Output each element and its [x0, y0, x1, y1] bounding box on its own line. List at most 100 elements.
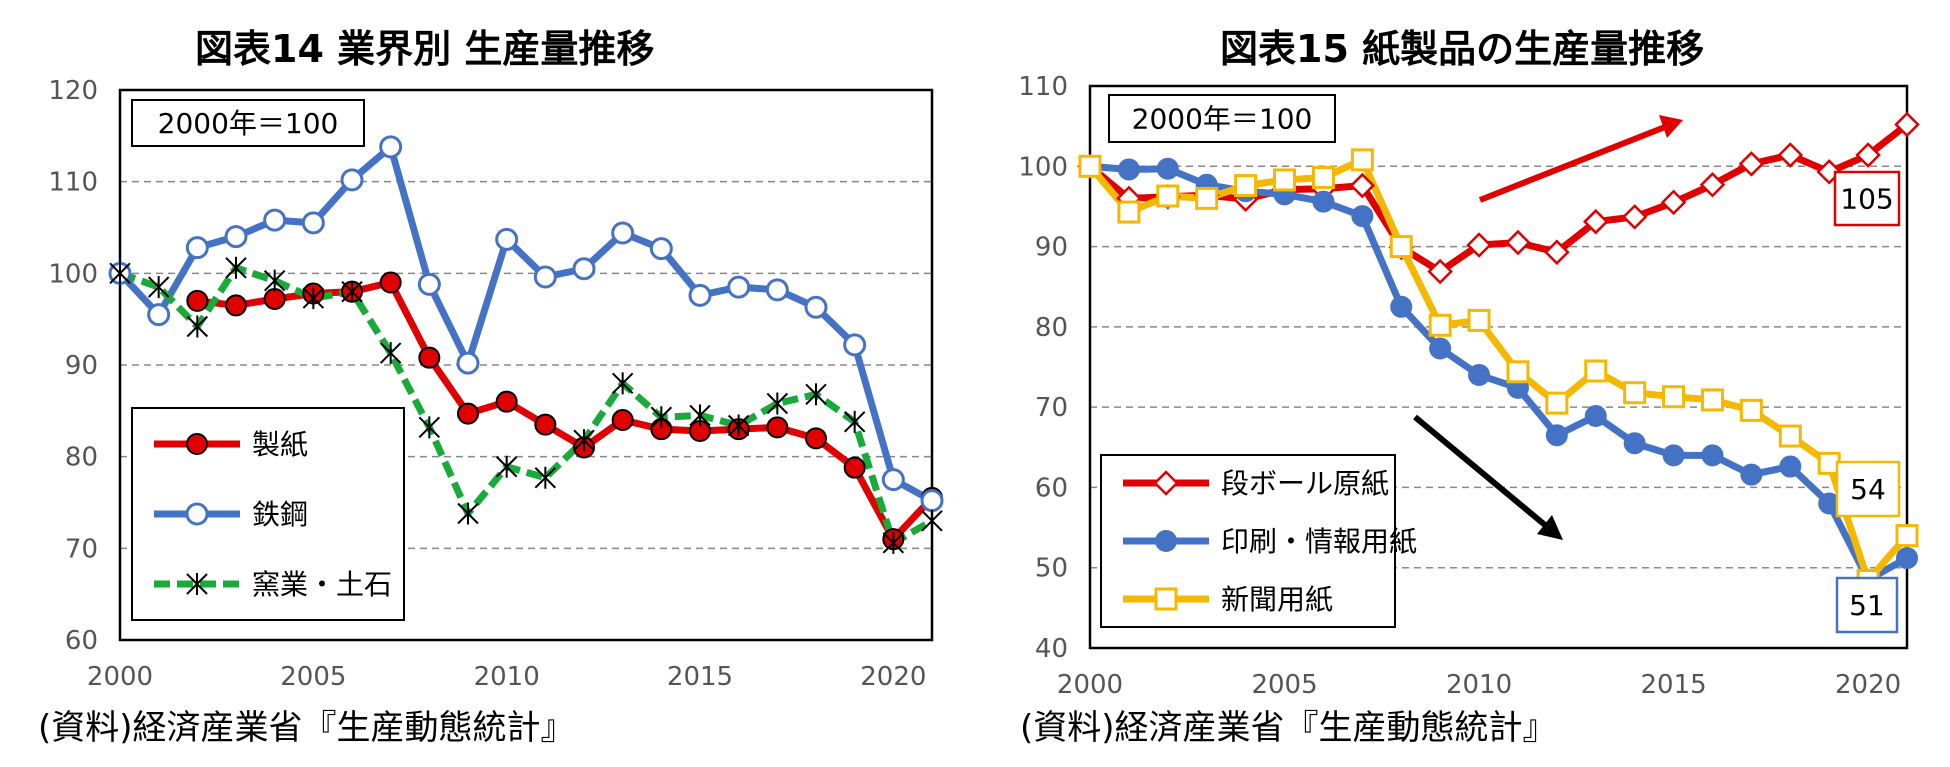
note-box: [131, 99, 365, 147]
data-point: [1700, 388, 1724, 412]
data-point: [1349, 172, 1376, 199]
data-point: [1855, 142, 1881, 168]
x-tick-label: 2010: [1446, 670, 1512, 700]
data-point: [341, 280, 363, 303]
series-markers: [109, 256, 943, 554]
chart-title: 図表14 業界別 生産量推移: [195, 27, 655, 71]
data-point: [1621, 204, 1648, 230]
data-point: [495, 455, 518, 478]
data-point: [534, 413, 557, 436]
plot-area: [1088, 84, 1909, 650]
series-line: [1089, 162, 1909, 584]
note-box: [1108, 94, 1336, 143]
data-point: [882, 531, 905, 554]
data-point: [1428, 313, 1452, 337]
data-point: [727, 414, 750, 437]
data-point: [1078, 154, 1102, 178]
x-tick-label: 2020: [860, 662, 926, 692]
data-point: [766, 392, 789, 415]
data-point: [185, 502, 209, 526]
y-tick-label: 50: [1035, 554, 1068, 584]
data-point: [1584, 359, 1608, 383]
data-point: [1389, 235, 1413, 259]
series-line: [1087, 121, 1910, 275]
data-point: [1273, 168, 1297, 192]
data-point: [534, 466, 557, 489]
chart-15-svg: 40 50 60 70 80 90 100 110 2000 2005 2010 2015 2020 20…: [1018, 72, 1920, 700]
data-point: [649, 237, 673, 261]
trend-arrow-up-head: [1659, 115, 1683, 138]
data-point: [186, 289, 209, 312]
x-tick-label: 2000: [1057, 670, 1123, 700]
x-tick-label: 2020: [1835, 670, 1901, 700]
data-point: [727, 275, 751, 299]
data-point: [765, 278, 789, 302]
data-point: [805, 383, 827, 406]
note-label: 2000年＝100: [1132, 103, 1313, 136]
series-markers: [108, 135, 944, 513]
data-point: [611, 221, 635, 245]
data-point: [611, 409, 634, 431]
data-point: [1662, 385, 1686, 409]
data-point: [301, 211, 325, 235]
data-point: [1155, 530, 1177, 552]
data-point: [1777, 142, 1804, 168]
end-value-box: [1833, 170, 1901, 227]
data-point: [379, 135, 403, 159]
data-point: [185, 236, 209, 260]
data-point: [920, 489, 944, 513]
data-point: [1545, 391, 1569, 415]
series-markers: [1079, 155, 1918, 591]
data-point: [1154, 587, 1178, 611]
end-value-box: [1835, 576, 1899, 634]
legend-label: 製紙: [252, 428, 308, 461]
chart-title: 図表15 紙製品の生産量推移: [1220, 27, 1705, 71]
y-tick-label: 110: [48, 168, 98, 198]
data-point: [573, 429, 595, 452]
legend-label: 鉄鋼: [252, 498, 308, 531]
data-point: [1623, 432, 1646, 455]
end-value-label: 105: [1840, 183, 1893, 216]
data-point: [1739, 398, 1763, 422]
data-point: [379, 271, 402, 294]
y-tick-label: 70: [65, 534, 98, 564]
chart-14-svg: 60 70 80 90 100 110 120 2000 2005 2010 2015 2020 200…: [48, 76, 944, 692]
data-point: [263, 269, 286, 292]
data-point: [533, 265, 557, 289]
x-tick-label: 2005: [1251, 670, 1317, 700]
data-point: [766, 416, 789, 439]
end-value-label: 51: [1849, 589, 1885, 622]
data-point: [186, 315, 209, 338]
series-line: [118, 264, 934, 547]
data-point: [109, 262, 131, 285]
data-point: [1117, 158, 1140, 181]
data-point: [417, 272, 441, 296]
data-point: [805, 427, 827, 450]
data-point: [225, 256, 247, 279]
y-tick-label: 100: [48, 259, 98, 289]
data-point: [804, 295, 828, 319]
legend-label: 新聞用紙: [1221, 583, 1333, 616]
y-tick-label: 80: [1035, 313, 1068, 343]
data-point: [495, 227, 519, 251]
data-point: [1701, 444, 1724, 467]
y-tick-label: 60: [1035, 473, 1068, 503]
data-point: [456, 351, 480, 375]
data-point: [1896, 547, 1918, 570]
data-point: [1738, 151, 1765, 177]
data-point: [1778, 424, 1802, 448]
data-point: [1312, 190, 1335, 213]
y-tick-label: 40: [1035, 634, 1068, 664]
data-point: [1156, 184, 1180, 208]
data-point: [186, 433, 208, 455]
data-point: [843, 333, 867, 357]
data-point: [457, 502, 479, 525]
data-point: [1350, 148, 1374, 172]
data-point: [224, 225, 248, 249]
data-point: [1467, 308, 1491, 332]
x-tick-label: 2000: [87, 662, 153, 692]
data-point: [263, 208, 287, 232]
x-tick-label: 2015: [667, 662, 733, 692]
data-point: [263, 288, 286, 310]
data-point: [1699, 171, 1726, 198]
